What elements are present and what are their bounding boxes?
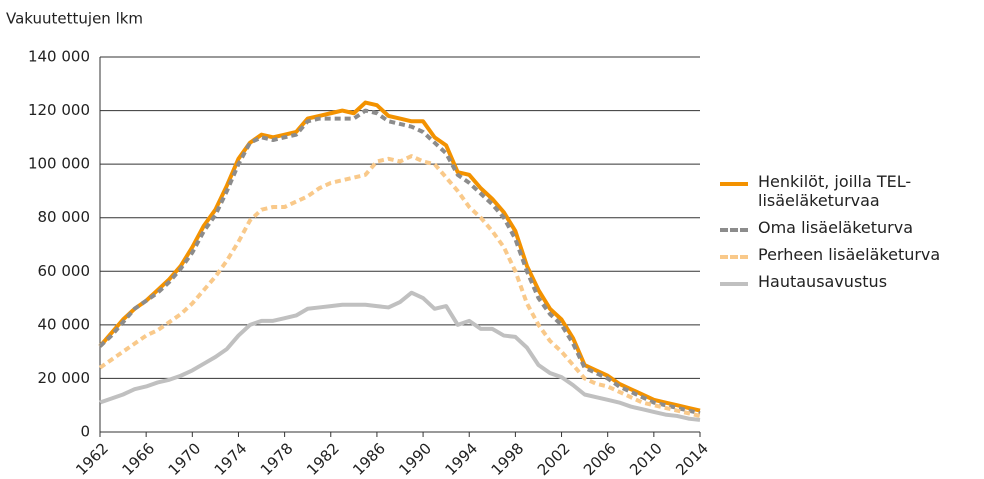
legend-item: Perheen lisäeläketurva bbox=[720, 245, 970, 264]
legend-swatch bbox=[720, 282, 748, 286]
x-tick-label: 1966 bbox=[118, 439, 158, 479]
x-tick-label: 1974 bbox=[211, 439, 251, 479]
series-line bbox=[98, 100, 701, 413]
legend-label: Henkilöt, joilla TEL-lisäeläketurvaa bbox=[758, 172, 912, 210]
legend-label: Perheen lisäeläketurva bbox=[758, 245, 941, 264]
series-line bbox=[98, 154, 701, 418]
x-tick-label: 1998 bbox=[488, 439, 528, 479]
series-line bbox=[98, 108, 701, 416]
y-tick-label: 0 bbox=[80, 423, 90, 441]
chart-title: Vakuutettujen lkm bbox=[6, 10, 143, 28]
legend: Henkilöt, joilla TEL-lisäeläketurvaa Oma … bbox=[720, 172, 970, 299]
legend-label: Hautausavustus bbox=[758, 272, 888, 291]
y-tick-label: 120 000 bbox=[28, 101, 90, 119]
legend-swatch bbox=[720, 228, 748, 232]
y-tick-label: 80 000 bbox=[38, 208, 91, 226]
legend-label: Oma lisäeläketurva bbox=[758, 218, 913, 237]
x-tick-label: 1990 bbox=[395, 439, 435, 479]
y-tick-label: 140 000 bbox=[28, 48, 90, 66]
x-tick-label: 2002 bbox=[534, 439, 574, 479]
x-tick-label: 1982 bbox=[303, 439, 343, 479]
legend-swatch bbox=[720, 182, 748, 186]
x-tick-label: 1978 bbox=[257, 439, 297, 479]
legend-item: Hautausavustus bbox=[720, 272, 970, 291]
y-tick-label: 100 000 bbox=[28, 155, 90, 173]
series-line bbox=[99, 290, 701, 422]
y-tick-label: 40 000 bbox=[38, 315, 91, 333]
x-tick-label: 1994 bbox=[442, 439, 482, 479]
x-tick-label: 2010 bbox=[626, 439, 666, 479]
x-tick-label: 1986 bbox=[349, 439, 389, 479]
y-tick-label: 60 000 bbox=[38, 262, 91, 280]
x-tick-label: 1970 bbox=[165, 439, 205, 479]
legend-swatch bbox=[720, 255, 748, 259]
y-tick-label: 20 000 bbox=[38, 369, 91, 387]
x-tick-label: 1962 bbox=[72, 439, 112, 479]
legend-item: Henkilöt, joilla TEL-lisäeläketurvaa bbox=[720, 172, 970, 210]
legend-item: Oma lisäeläketurva bbox=[720, 218, 970, 237]
x-tick-label: 2006 bbox=[580, 439, 620, 479]
x-tick-label: 2014 bbox=[672, 439, 712, 479]
